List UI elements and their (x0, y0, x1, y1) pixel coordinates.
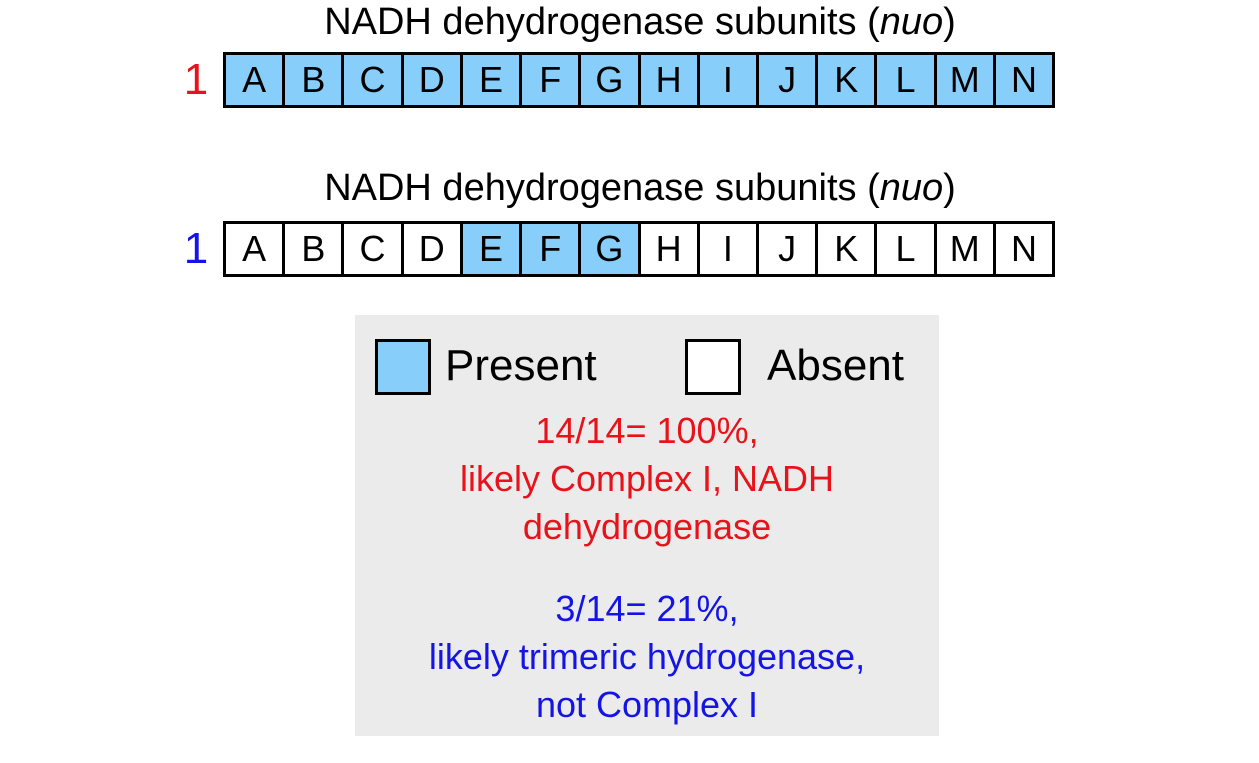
subunit-cell-a: A (226, 224, 283, 274)
subunit-cell-c: C (341, 224, 401, 274)
row-2-title: NADH dehydrogenase subunits (nuo) (0, 166, 1259, 210)
red-note: 14/14= 100%, likely Complex I, NADH dehy… (355, 407, 939, 551)
row-2-title-italic: nuo (879, 167, 944, 209)
subunit-cell-n: N (992, 224, 1053, 274)
row-2-title-close: ) (943, 167, 956, 209)
red-note-line-3: dehydrogenase (522, 506, 772, 547)
red-note-line-1: 14/14= 100%, (535, 410, 759, 451)
subunit-cell-k: K (815, 55, 875, 105)
subunit-cell-b: B (282, 55, 342, 105)
subunit-cell-e: E (459, 224, 520, 274)
blue-note-line-2: likely trimeric hydrogenase, (428, 636, 866, 677)
row-1-title-close: ) (943, 1, 956, 43)
subunit-cell-d: D (400, 55, 460, 105)
row-1-number: 1 (183, 55, 209, 104)
subunit-cell-f: F (519, 55, 579, 105)
subunit-cell-c: C (341, 55, 401, 105)
subunit-cell-g: G (578, 224, 638, 274)
subunit-cell-g: G (578, 55, 638, 105)
absent-swatch (685, 339, 741, 395)
subunit-cell-h: H (637, 55, 697, 105)
legend-box: Present Absent 14/14= 100%, likely Compl… (355, 315, 939, 736)
subunit-cell-n: N (992, 55, 1053, 105)
present-label: Present (445, 341, 597, 390)
row-2-title-main: NADH dehydrogenase subunits ( (324, 167, 880, 209)
subunit-cell-a: A (226, 55, 283, 105)
row-1-title-italic: nuo (879, 1, 944, 43)
subunit-cell-d: D (400, 224, 460, 274)
present-swatch (375, 339, 431, 395)
blue-note-line-3: not Complex I (535, 684, 759, 725)
red-note-line-2: likely Complex I, NADH (459, 458, 835, 499)
subunit-cell-i: I (696, 55, 756, 105)
subunit-cell-l: L (874, 224, 934, 274)
subunit-cell-i: I (696, 224, 756, 274)
row-1-title-main: NADH dehydrogenase subunits ( (324, 1, 880, 43)
row-2-number: 1 (183, 224, 209, 273)
subunit-cell-m: M (933, 55, 993, 105)
subunit-cell-h: H (637, 224, 697, 274)
subunit-cell-e: E (459, 55, 520, 105)
absent-label: Absent (767, 341, 904, 390)
subunit-cell-j: J (755, 55, 816, 105)
blue-note-line-1: 3/14= 21%, (555, 588, 739, 629)
subunit-cell-j: J (755, 224, 816, 274)
subunit-cell-b: B (282, 224, 342, 274)
subunit-cell-k: K (815, 224, 875, 274)
row-1-title: NADH dehydrogenase subunits (nuo) (0, 0, 1259, 44)
subunit-cell-m: M (933, 224, 993, 274)
subunit-cell-f: F (519, 224, 579, 274)
blue-note: 3/14= 21%, likely trimeric hydrogenase, … (355, 585, 939, 729)
subunit-cell-l: L (874, 55, 934, 105)
